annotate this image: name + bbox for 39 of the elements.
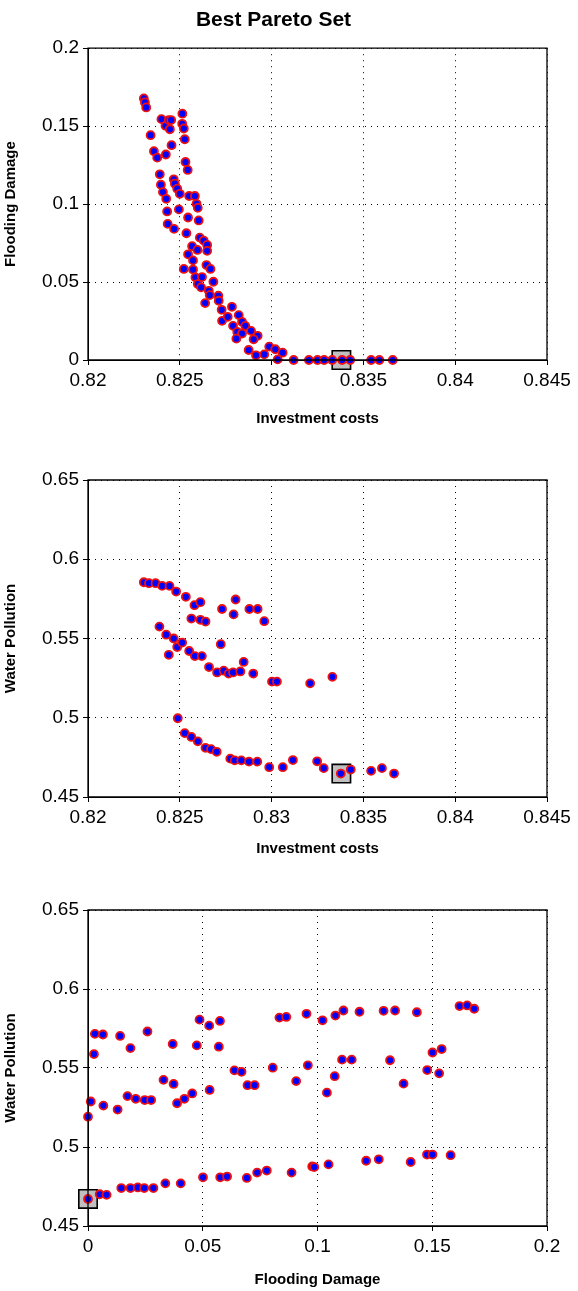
x-tick-label: 0.825 [156,805,204,827]
x-tick-label: 0.15 [413,1234,451,1256]
y-axis-title: Flooding Damage [1,141,19,268]
x-tick-label: 0.845 [523,368,571,390]
x-tick-label: 0.1 [304,1234,331,1256]
x-tick-label: 0.83 [253,805,291,827]
y-tick-label: 0.55 [42,1056,79,1078]
x-tick-label: 0.82 [69,368,107,390]
x-tick-label: 0.82 [69,805,107,827]
y-tick-label: 0.6 [52,547,79,569]
y-tick-label: 0.2 [52,36,79,58]
y-tick-label: 0.45 [42,785,79,807]
x-tick-label: 0.835 [339,368,388,390]
y-tick-label: 0.5 [52,705,79,727]
chart-title: Best Pareto Set [195,7,352,31]
y-tick-label: 0.5 [52,1135,79,1157]
x-tick-label: 0.845 [523,805,571,827]
x-axis-title: Investment costs [256,839,379,857]
y-tick-label: 0.45 [42,1214,79,1236]
y-tick-label: 0.05 [42,270,79,292]
y-tick-label: 0.6 [52,977,79,999]
x-tick-label: 0.825 [156,368,204,390]
x-tick-label: 0 [82,1234,94,1256]
x-tick-label: 0.2 [533,1234,561,1256]
x-tick-label: 0.84 [436,805,475,827]
x-tick-label: 0.83 [253,368,291,390]
x-axis-title: Flooding Damage [254,1270,381,1288]
y-tick-label: 0.1 [52,192,79,214]
x-axis-title: Investment costs [256,409,379,427]
y-axis-title: Water Pollution [1,583,19,694]
x-tick-label: 0.05 [184,1234,222,1256]
y-tick-label: 0 [68,348,79,370]
y-tick-label: 0.55 [42,626,79,648]
y-tick-label: 0.15 [42,114,79,136]
y-tick-label: 0.65 [42,468,79,490]
y-axis-title: Water Pollution [1,1013,19,1123]
y-tick-label: 0.65 [42,898,79,920]
x-tick-label: 0.835 [339,805,388,827]
x-tick-label: 0.84 [436,368,475,390]
